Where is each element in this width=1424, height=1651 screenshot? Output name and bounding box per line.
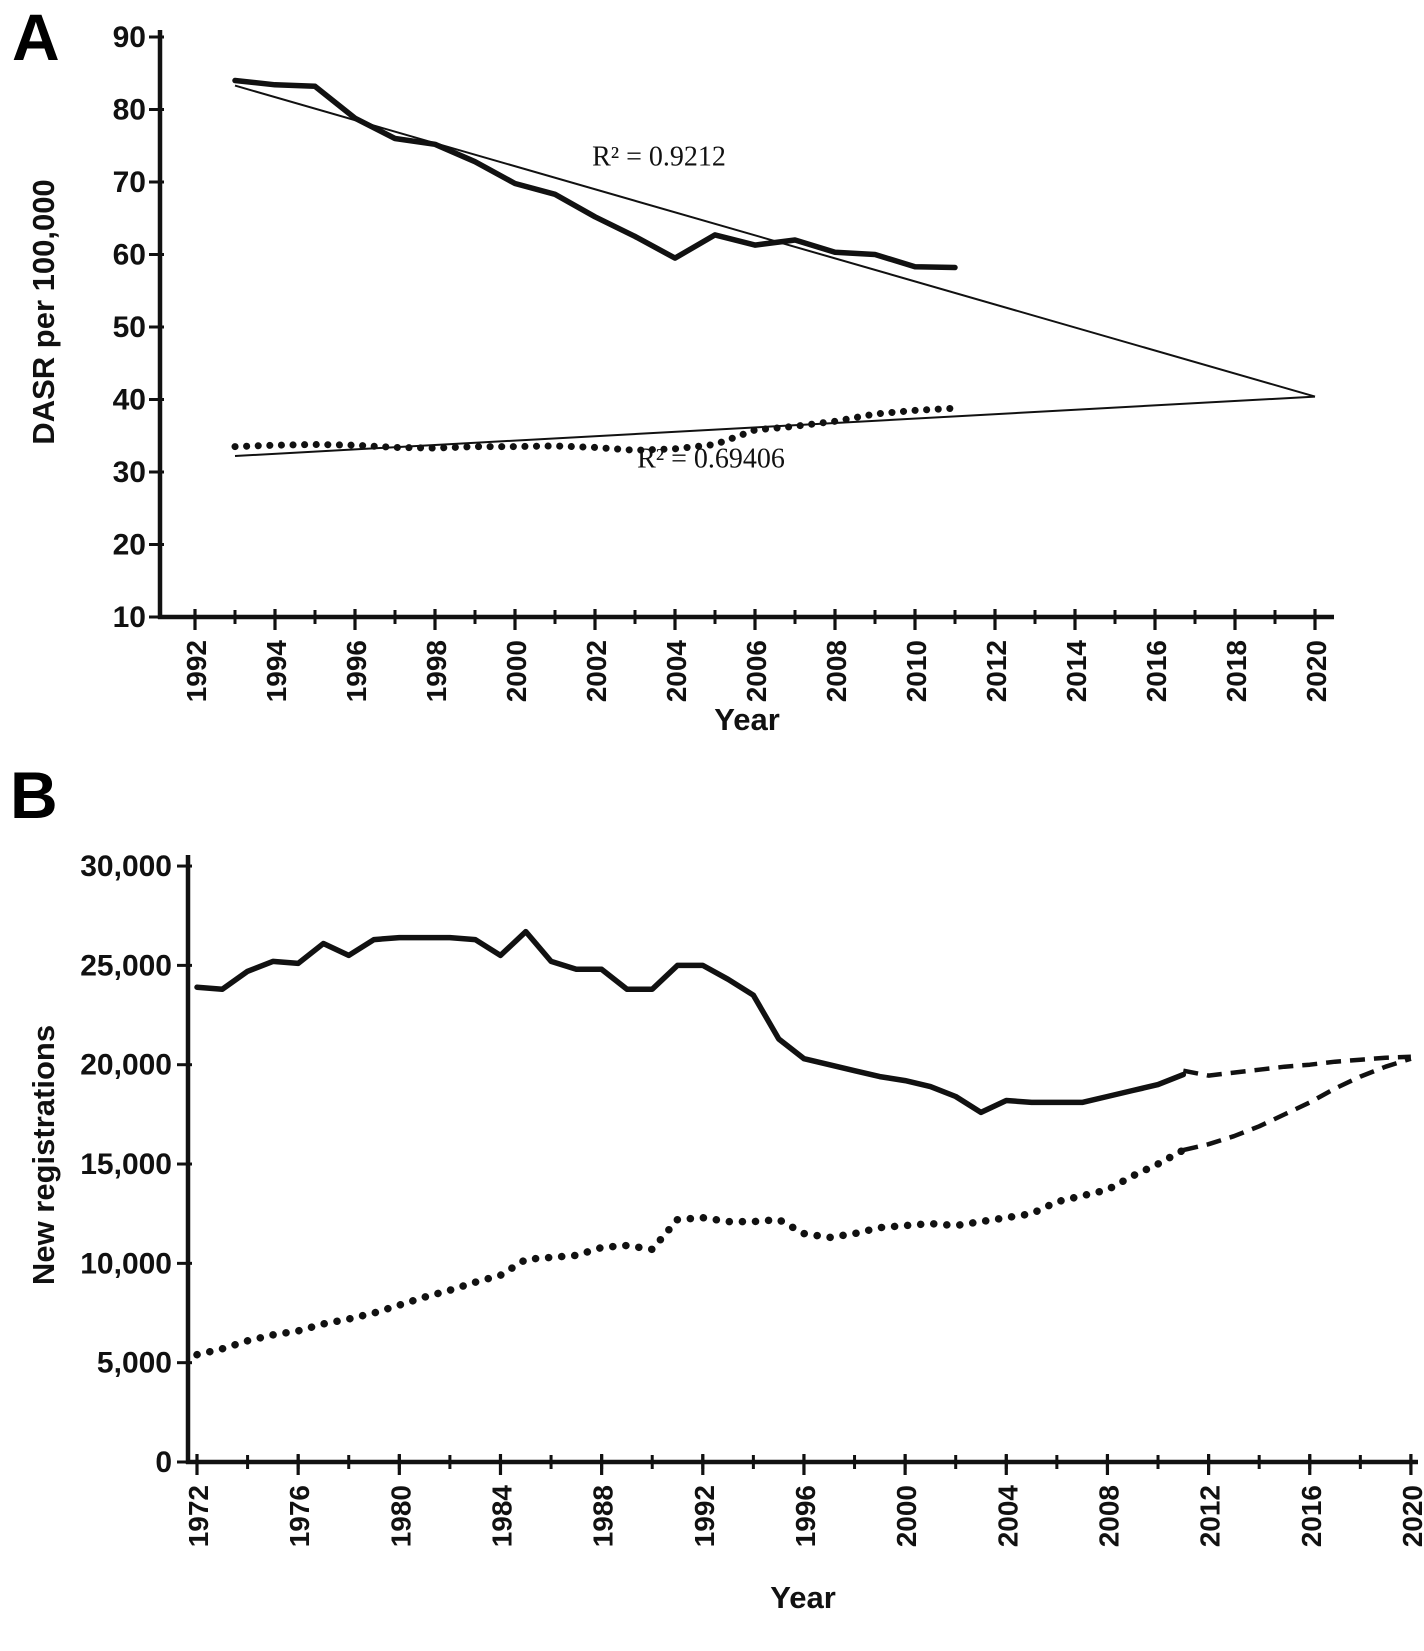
- x-tick-label: 2008: [821, 640, 852, 702]
- x-tick-label: 2010: [901, 640, 932, 702]
- x-tick-label: 1994: [261, 640, 292, 703]
- y-tick-label: 10,000: [80, 1247, 172, 1280]
- panel-a-y-axis-title: DASR per 100,000: [26, 179, 61, 445]
- x-tick-label: 2006: [741, 640, 772, 702]
- panel-b-chart: 0 5,000 10,000 15,000 20,000 25,000 30,000 1972…: [80, 850, 1424, 1548]
- panel-b-x-axis-title: Year: [770, 1580, 836, 1615]
- y-tick-label: 0: [155, 1446, 172, 1479]
- x-tick-label: 2004: [992, 1485, 1023, 1548]
- y-tick-label: 80: [113, 94, 146, 127]
- r-squared-annotation: R² = 0.9212: [592, 141, 726, 172]
- x-tick-label: 1992: [181, 640, 212, 702]
- panel-b: B 0 5,000 10,000 15,000 20,000 25,000 30,000 19…: [0, 760, 1424, 1651]
- panel-a: A 10 20 30 40 50 60 70 80 90 1992 1994 1996 1998 2000…: [0, 0, 1424, 760]
- x-tick-label: 2012: [1195, 1485, 1226, 1547]
- y-tick-label: 30,000: [80, 850, 172, 883]
- r-squared-annotation: R² = 0.69406: [637, 444, 785, 475]
- x-tick-label: 2016: [1141, 640, 1172, 702]
- x-tick-label: 2000: [501, 640, 532, 702]
- series-solid-series-observed: [194, 928, 1187, 1116]
- x-tick-label: 1996: [790, 1485, 821, 1547]
- x-tick-label: 1988: [588, 1485, 619, 1547]
- series-dotted-series-observed: [193, 1146, 1188, 1359]
- series-dotted-series-trendline: [234, 395, 1316, 457]
- x-tick-label: 2012: [981, 640, 1012, 702]
- y-tick-label: 30: [113, 456, 146, 489]
- panel-b-letter: B: [10, 758, 58, 832]
- y-tick-label: 90: [113, 21, 146, 54]
- x-tick-label: 1998: [421, 640, 452, 702]
- panel-a-letter: A: [12, 0, 60, 74]
- panel-a-x-axis-title: Year: [714, 702, 780, 737]
- x-tick-label: 2020: [1301, 640, 1332, 702]
- y-tick-label: 25,000: [80, 949, 172, 982]
- x-tick-label: 1972: [183, 1485, 214, 1547]
- y-tick-label: 20: [113, 529, 146, 562]
- y-tick-label: 50: [113, 311, 146, 344]
- series-dotted-series-observed: [231, 404, 959, 454]
- series-dotted-series-projection-dashed: [1182, 1056, 1412, 1153]
- y-tick-label: 70: [113, 166, 146, 199]
- y-tick-label: 10: [113, 601, 146, 634]
- series-solid-series-trendline: [234, 84, 1316, 398]
- x-tick-label: 2002: [581, 640, 612, 702]
- panel-a-chart: 10 20 30 40 50 60 70 80 90 1992 1994 1996 1998 2000 20…: [113, 21, 1334, 703]
- x-tick-label: 2004: [661, 640, 692, 703]
- y-tick-label: 40: [113, 384, 146, 417]
- series-solid-series-projection-dashed: [1182, 1054, 1411, 1078]
- x-tick-label: 2016: [1296, 1485, 1327, 1547]
- x-tick-label: 2020: [1397, 1485, 1424, 1547]
- x-tick-label: 2014: [1061, 640, 1092, 703]
- x-tick-label: 1992: [689, 1485, 720, 1547]
- y-tick-label: 20,000: [80, 1049, 172, 1082]
- x-tick-label: 1996: [341, 640, 372, 702]
- x-tick-label: 2000: [891, 1485, 922, 1547]
- x-tick-label: 1976: [284, 1485, 315, 1547]
- x-tick-label: 1984: [486, 1485, 517, 1548]
- series-solid-series-observed: [232, 77, 958, 271]
- x-tick-label: 1980: [385, 1485, 416, 1547]
- x-tick-label: 2018: [1221, 640, 1252, 702]
- y-tick-label: 60: [113, 239, 146, 272]
- y-tick-label: 15,000: [80, 1148, 172, 1181]
- x-tick-label: 2008: [1093, 1485, 1124, 1547]
- panel-b-y-axis-title: New registrations: [26, 1024, 61, 1286]
- y-tick-label: 5,000: [97, 1347, 172, 1380]
